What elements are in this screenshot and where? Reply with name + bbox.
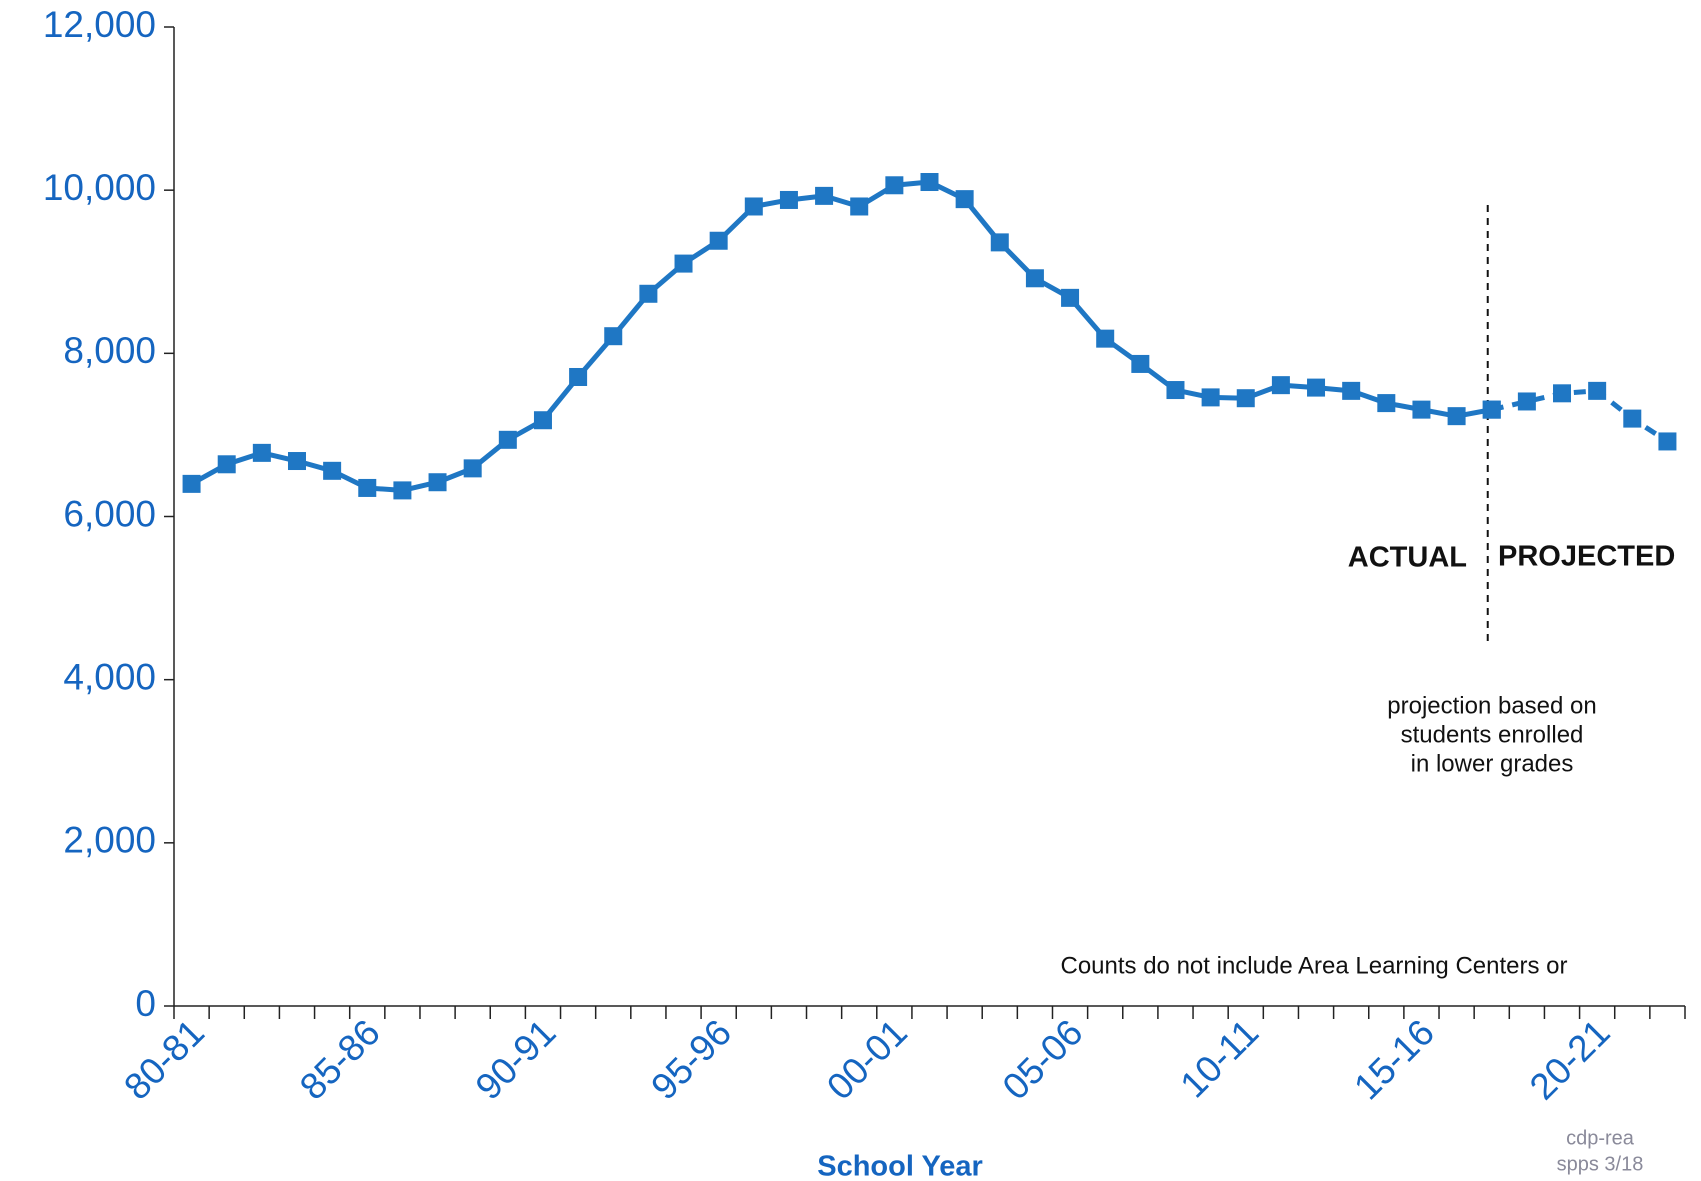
data-point [1482,400,1501,419]
data-point [252,443,271,462]
data-point [1201,388,1220,407]
source-note: spps 3/18 [1557,1153,1644,1175]
actual-label: ACTUAL [1348,542,1467,574]
projection-note: students enrolled [1401,721,1584,748]
data-point [709,231,728,250]
series-line [190,179,1493,493]
data-point [1307,378,1326,397]
x-tick-label: 10-11 [1172,1012,1266,1106]
x-tick-label: 05-06 [995,1012,1091,1108]
y-tick-label: 4,000 [63,656,156,697]
data-point [955,190,974,209]
data-point [1447,407,1466,426]
data-point [779,190,798,209]
data-point [885,176,904,195]
footnote: Counts do not include Area Learning Cent… [1061,952,1568,979]
data-point [1096,329,1115,348]
data-point [1658,432,1677,451]
data-point [815,186,834,205]
y-tick-label: 2,000 [63,820,156,861]
data-point [1377,394,1396,413]
data-point [463,459,482,478]
data-point [1166,381,1185,400]
projection-note: in lower grades [1411,750,1574,777]
data-point [1131,354,1150,373]
data-point [428,473,447,492]
data-point [1025,269,1044,288]
data-point [1588,381,1607,400]
data-point [920,173,939,192]
data-point [323,461,342,480]
x-tick-label: 00-01 [819,1012,915,1108]
source-note: cdp-rea [1566,1127,1635,1149]
x-axis-label: School Year [817,1151,983,1181]
y-tick-label: 10,000 [43,167,156,208]
data-point [287,452,306,471]
projection-note: projection based on [1387,692,1596,719]
data-point [1623,409,1642,428]
data-point [217,455,236,474]
data-point [1271,376,1290,395]
y-tick-label: 8,000 [63,330,156,371]
y-tick-label: 12,000 [43,4,156,45]
data-point [990,233,1009,252]
x-tick-label: 20-21 [1522,1012,1618,1108]
projected-label: PROJECTED [1498,541,1675,573]
data-point [1342,381,1361,400]
x-tick-label: 95-96 [643,1012,739,1108]
x-tick-label: 90-91 [468,1012,564,1108]
x-tick-label: 85-86 [292,1012,388,1108]
y-tick-label: 0 [135,983,156,1024]
data-point [1553,384,1572,403]
data-point [604,327,623,346]
data-point [182,474,201,493]
data-point [533,411,552,430]
data-point [393,481,412,500]
data-point [358,478,377,497]
x-tick-label: 15-16 [1346,1012,1442,1108]
data-point [639,284,658,303]
data-point [498,430,517,449]
data-point [1061,288,1080,307]
data-point [1236,389,1255,408]
data-point [1517,392,1536,411]
data-point [569,367,588,386]
y-tick-label: 6,000 [63,493,156,534]
data-point [744,197,763,216]
data-point [674,254,693,273]
data-point [850,197,869,216]
x-tick-label: 80-81 [116,1012,212,1108]
data-point [1412,400,1431,419]
